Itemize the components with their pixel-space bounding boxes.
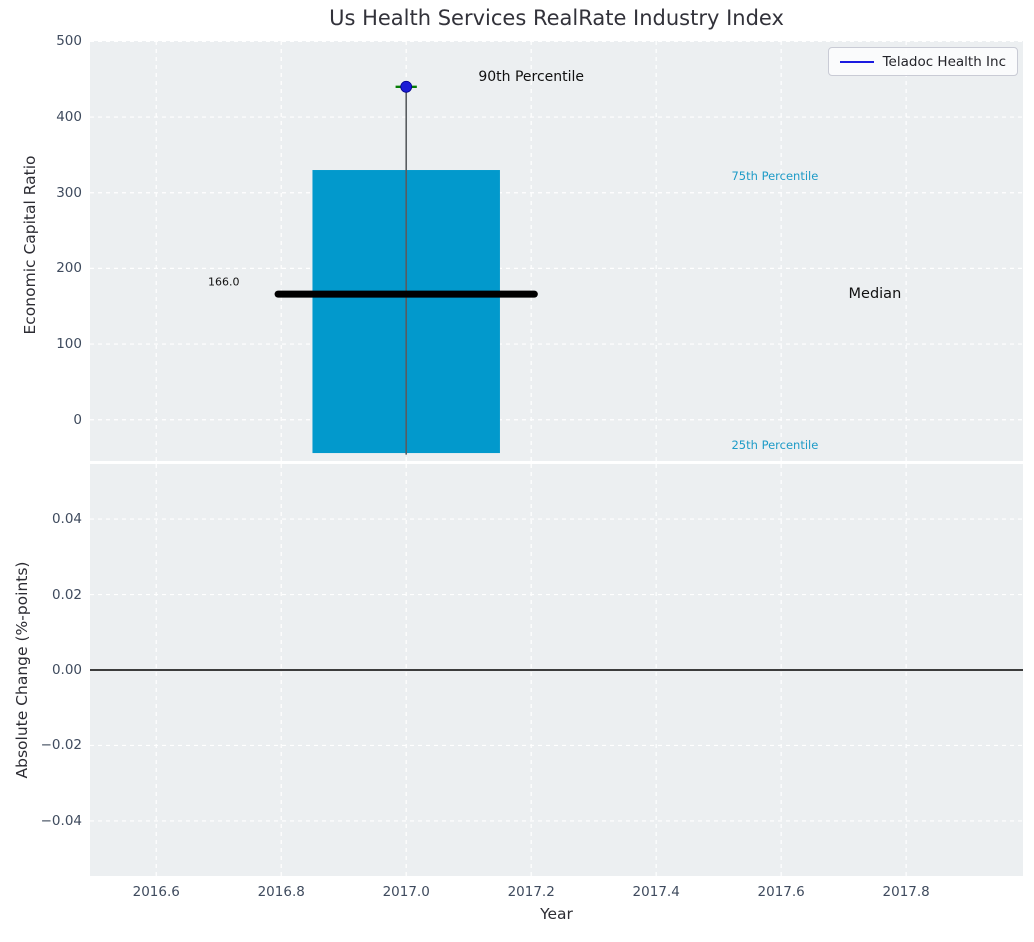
annotation-90th-percentile: 90th Percentile [478, 68, 585, 85]
legend: Teladoc Health Inc [827, 47, 1018, 76]
y-tick-label: 300 [56, 184, 82, 201]
legend-label: Teladoc Health Inc [882, 53, 1006, 70]
y-tick-label: 400 [56, 109, 82, 126]
legend-line-sample [839, 60, 874, 63]
annotation-25th-percentile: 25th Percentile [731, 438, 819, 453]
y-tick-label: 100 [56, 336, 82, 353]
y-tick-label: 0.04 [51, 511, 82, 528]
y-tick-label: −0.02 [40, 737, 82, 754]
x-axis-label: Year [540, 905, 573, 923]
x-tick-label: 2016.6 [132, 884, 180, 900]
x-tick-label: 2017.6 [757, 884, 805, 900]
x-tick-label: 2017.4 [632, 884, 680, 900]
y-tick-label: 500 [56, 33, 82, 50]
chart-title: Us Health Services RealRate Industry Ind… [329, 6, 784, 30]
x-tick-label: 2017.8 [882, 884, 930, 900]
annotation-75th-percentile: 75th Percentile [731, 169, 819, 184]
x-tick-label: 2017.2 [507, 884, 555, 900]
annotation-median: Median [848, 286, 902, 303]
y-tick-label: −0.04 [40, 812, 82, 829]
y-tick-label: 200 [56, 260, 82, 277]
y-axis-label-top: Economic Capital Ratio [21, 155, 39, 335]
axes-top-economic-capital-ratio [90, 41, 1023, 461]
annotation-166-0: 166.0 [207, 275, 240, 289]
y-axis-label-bottom: Absolute Change (%-points) [13, 561, 31, 779]
y-tick-label: 0 [73, 411, 82, 428]
x-tick-label: 2017.0 [382, 884, 430, 900]
axes-bottom-absolute-change [90, 464, 1023, 876]
y-tick-label: 0.00 [51, 662, 82, 678]
x-tick-label: 2016.8 [257, 884, 305, 900]
y-tick-label: 0.02 [51, 586, 82, 603]
